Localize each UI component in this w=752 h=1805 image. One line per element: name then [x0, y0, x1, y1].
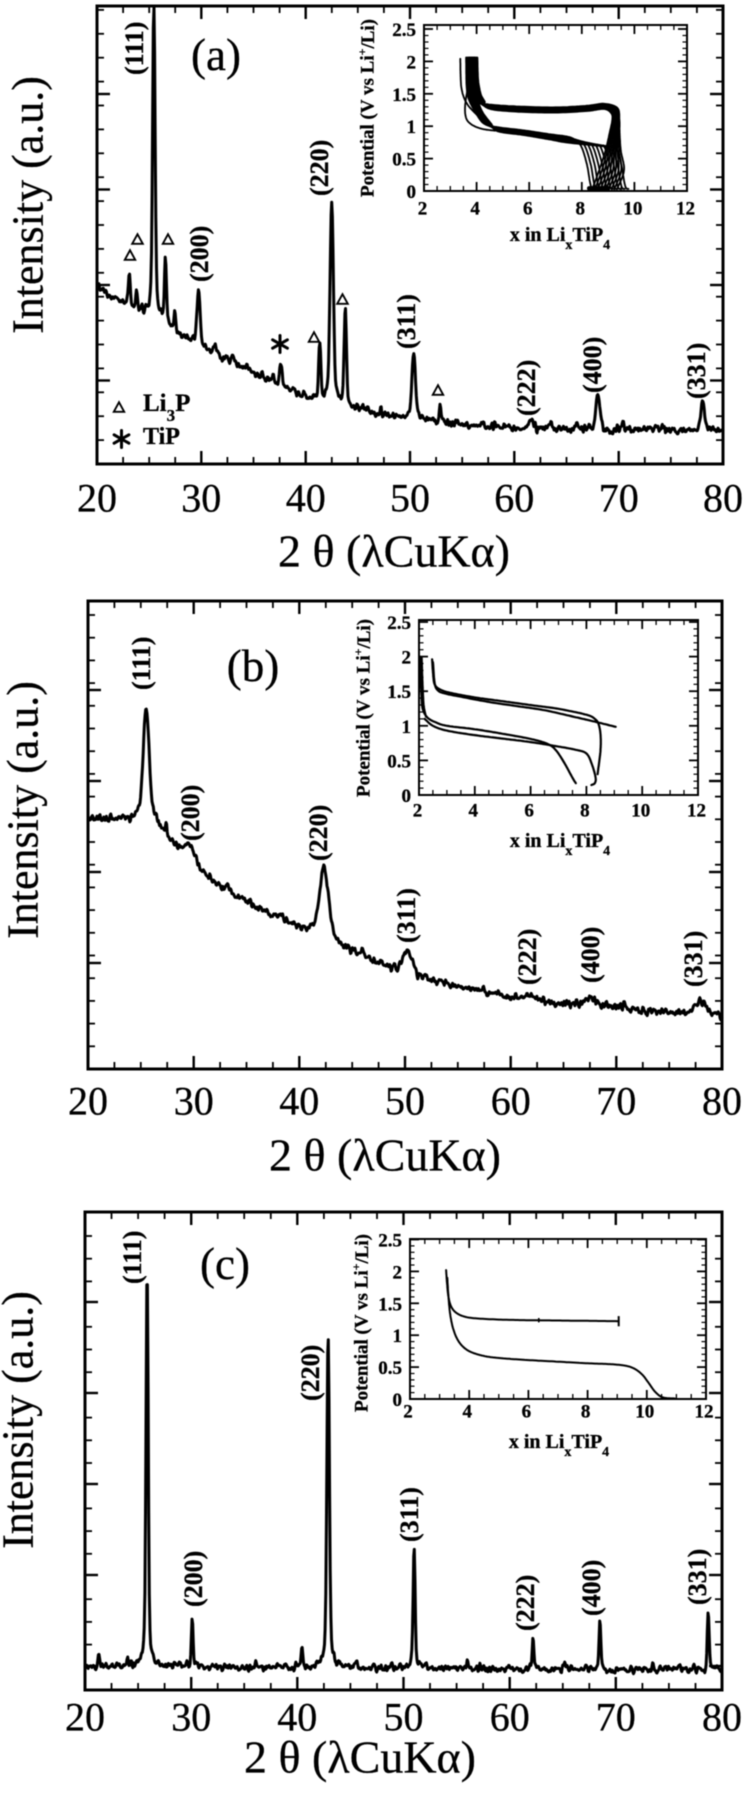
svg-text:(c): (c): [200, 1239, 250, 1289]
svg-text:0: 0: [407, 182, 417, 203]
svg-text:80: 80: [702, 1079, 742, 1124]
svg-text:(331): (331): [679, 931, 708, 987]
svg-text:6: 6: [523, 199, 533, 220]
svg-text:70: 70: [596, 1079, 636, 1124]
svg-text:(222): (222): [511, 1575, 540, 1631]
svg-text:(400): (400): [578, 337, 607, 393]
svg-text:(b): (b): [227, 641, 279, 691]
svg-text:50: 50: [384, 1695, 424, 1740]
svg-text:80: 80: [703, 476, 743, 521]
svg-text:(111): (111): [118, 1231, 147, 1284]
svg-text:4: 4: [462, 1402, 472, 1423]
svg-text:2: 2: [402, 648, 412, 669]
svg-text:60: 60: [491, 1079, 531, 1124]
svg-text:6: 6: [524, 801, 534, 822]
svg-text:40: 40: [286, 476, 326, 521]
svg-text:12: 12: [695, 1402, 714, 1423]
svg-text:0.5: 0.5: [378, 1358, 402, 1379]
svg-text:4: 4: [469, 801, 479, 822]
svg-text:(222): (222): [513, 929, 542, 985]
svg-text:8: 8: [581, 1402, 591, 1423]
svg-text:Potential (V vs Li+/Li): Potential (V vs Li+/Li): [349, 1234, 373, 1412]
svg-text:60: 60: [494, 476, 534, 521]
svg-text:10: 10: [623, 199, 642, 220]
svg-text:50: 50: [390, 476, 430, 521]
svg-text:40: 40: [277, 1695, 317, 1740]
svg-text:0.5: 0.5: [392, 150, 416, 171]
svg-text:4: 4: [470, 199, 480, 220]
svg-text:60: 60: [490, 1695, 530, 1740]
svg-text:2: 2: [403, 1402, 413, 1423]
svg-text:(331): (331): [682, 343, 711, 399]
svg-text:(200): (200): [185, 226, 214, 282]
svg-text:2.5: 2.5: [378, 1231, 402, 1252]
svg-text:0: 0: [393, 1390, 403, 1411]
svg-text:2: 2: [418, 199, 428, 220]
svg-text:(a): (a): [191, 30, 241, 80]
svg-text:30: 30: [181, 476, 221, 521]
svg-text:(220): (220): [296, 1345, 325, 1401]
svg-text:1.5: 1.5: [378, 1294, 402, 1315]
svg-text:TiP: TiP: [143, 424, 180, 450]
svg-text:12: 12: [676, 199, 695, 220]
svg-text:80: 80: [702, 1695, 742, 1740]
svg-text:40: 40: [279, 1079, 319, 1124]
svg-text:0: 0: [402, 786, 412, 807]
svg-text:(220): (220): [304, 805, 333, 861]
svg-text:0.5: 0.5: [387, 751, 411, 772]
svg-text:8: 8: [576, 199, 586, 220]
svg-text:Intensity (a.u.): Intensity (a.u.): [0, 1291, 43, 1549]
svg-text:30: 30: [171, 1695, 211, 1740]
svg-text:Intensity (a.u.): Intensity (a.u.): [4, 76, 53, 334]
svg-text:20: 20: [68, 1079, 108, 1124]
svg-text:1.5: 1.5: [392, 85, 416, 106]
svg-text:(311): (311): [392, 888, 421, 943]
svg-text:2 θ (λCuKα): 2 θ (λCuKα): [244, 1732, 476, 1783]
svg-text:1: 1: [393, 1326, 403, 1347]
svg-text:70: 70: [596, 1695, 636, 1740]
svg-text:2.5: 2.5: [392, 20, 416, 41]
svg-text:(220): (220): [305, 140, 334, 196]
svg-text:Potential (V vs Li+/Li): Potential (V vs Li+/Li): [355, 19, 379, 197]
svg-text:2: 2: [407, 52, 417, 73]
svg-text:50: 50: [385, 1079, 425, 1124]
svg-text:2 θ (λCuKα): 2 θ (λCuKα): [278, 526, 510, 577]
svg-text:6: 6: [522, 1402, 532, 1423]
svg-text:10: 10: [635, 1402, 654, 1423]
svg-text:20: 20: [65, 1695, 105, 1740]
svg-text:20: 20: [77, 476, 117, 521]
svg-text:10: 10: [631, 801, 650, 822]
svg-text:(111): (111): [120, 22, 149, 75]
svg-text:(400): (400): [576, 927, 605, 983]
svg-text:1.5: 1.5: [387, 682, 411, 703]
svg-text:(311): (311): [392, 294, 421, 349]
svg-text:2 θ (λCuKα): 2 θ (λCuKα): [269, 1130, 501, 1181]
svg-text:(200): (200): [179, 1551, 208, 1607]
svg-text:(200): (200): [176, 785, 205, 841]
svg-text:12: 12: [687, 801, 706, 822]
svg-text:Potential (V vs Li+/Li): Potential (V vs Li+/Li): [351, 619, 375, 797]
svg-text:1: 1: [407, 117, 417, 138]
svg-text:(111): (111): [127, 637, 156, 690]
svg-text:1: 1: [402, 717, 412, 738]
svg-text:30: 30: [174, 1079, 214, 1124]
svg-text:2: 2: [413, 801, 423, 822]
svg-text:(222): (222): [512, 360, 541, 416]
svg-text:Intensity (a.u.): Intensity (a.u.): [0, 681, 48, 939]
svg-text:70: 70: [599, 476, 639, 521]
svg-text:2.5: 2.5: [387, 613, 411, 634]
svg-text:(400): (400): [577, 1560, 606, 1616]
svg-text:(311): (311): [395, 1487, 424, 1542]
svg-text:8: 8: [580, 801, 590, 822]
svg-text:2: 2: [393, 1262, 403, 1283]
svg-text:(331): (331): [683, 1549, 712, 1605]
